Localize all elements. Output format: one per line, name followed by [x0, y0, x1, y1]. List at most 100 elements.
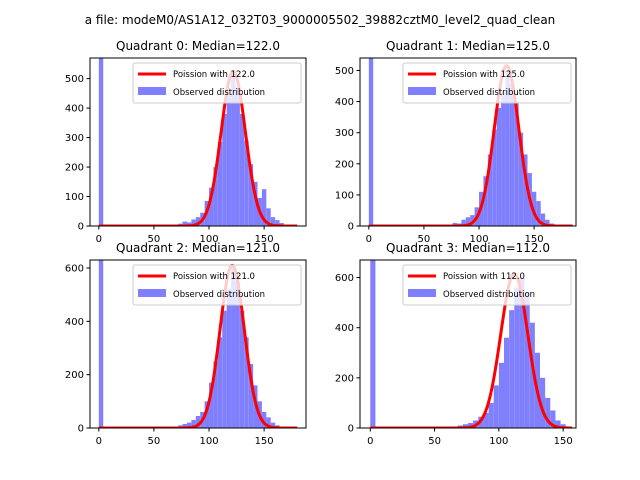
x-tick-label: 150: [525, 234, 544, 245]
histogram-bar: [248, 364, 254, 428]
legend: Poission with 112.0 Observed distribution: [402, 264, 572, 306]
legend-hist-swatch: [408, 87, 436, 95]
histogram-bar: [191, 420, 196, 428]
histogram-bar: [523, 154, 528, 226]
y-tick-label: 400: [335, 97, 354, 108]
histogram-bar: [493, 385, 499, 428]
histogram-bar: [555, 420, 561, 428]
histogram-bar: [195, 217, 201, 226]
histogram-bar: [545, 397, 551, 428]
histogram-bar: [231, 268, 236, 428]
x-tick-label: 150: [554, 436, 573, 447]
legend-hist-label: Observed distribution: [173, 290, 265, 300]
quadrant-3-chart: 0 50 100 150 0 200 400 600 Quadrant 3: Median=11…: [335, 241, 577, 447]
histogram-bar: [545, 219, 550, 226]
legend-line-label: Poission with 125.0: [443, 70, 525, 80]
x-tick-label: 100: [199, 436, 218, 447]
legend-hist-swatch: [138, 289, 166, 297]
x-tick-label: 50: [148, 436, 161, 447]
histogram-bar: [217, 337, 223, 428]
histogram-bar: [239, 114, 245, 226]
histogram-bar: [504, 337, 510, 428]
y-tick-label: 200: [65, 163, 84, 174]
axes-frame: [89, 259, 307, 429]
y-tick-label: 0: [78, 424, 84, 435]
histogram-bar: [98, 260, 104, 428]
quadrant-0-chart: 0 50 100 150 0 100 200 300 400 500 Quadrant 0: Med…: [65, 39, 307, 245]
y-tick-label: 200: [65, 370, 84, 381]
histogram-bar: [244, 337, 249, 428]
histogram-bar: [501, 92, 506, 226]
histogram-bar: [370, 260, 376, 428]
histogram-bar: [239, 310, 245, 428]
histogram-bar: [509, 82, 515, 226]
histogram-bar: [270, 217, 276, 226]
figure-title: a file: modeM0/AS1A12_032T03_9000005502_…: [85, 13, 556, 27]
quadrant-title: Quadrant 3: Median=112.0: [386, 241, 550, 255]
legend-hist-label: Observed distribution: [443, 88, 535, 98]
histogram-bar: [213, 361, 218, 428]
poisson-fit-line: [367, 64, 574, 226]
histogram-bar: [261, 189, 267, 226]
poisson-fit-line: [97, 69, 299, 226]
histogram-bar: [248, 164, 254, 226]
histogram-bar: [550, 410, 556, 428]
y-tick-label: 200: [335, 159, 354, 170]
x-tick-label: 100: [199, 234, 218, 245]
x-tick-label: 50: [428, 436, 441, 447]
histogram-bar: [186, 222, 192, 226]
axes-frame: [89, 57, 307, 227]
histogram-bar: [231, 69, 236, 226]
y-tick-label: 400: [65, 104, 84, 115]
histogram-bar: [275, 220, 280, 226]
x-tick-label: 150: [255, 234, 274, 245]
y-tick-label: 600: [335, 273, 354, 284]
legend-hist-label: Observed distribution: [173, 88, 265, 98]
histogram-bar: [509, 310, 515, 428]
histogram-bar: [204, 401, 210, 428]
y-tick-label: 600: [65, 264, 84, 275]
x-tick-label: 50: [418, 234, 431, 245]
y-tick-label: 500: [335, 66, 354, 77]
x-tick-label: 100: [489, 436, 508, 447]
histogram-bar: [244, 140, 249, 226]
histogram-bar: [452, 222, 457, 226]
histogram-bar: [524, 292, 530, 428]
histogram-bar: [217, 142, 223, 226]
histogram-bar: [235, 87, 240, 226]
histogram-bar: [514, 287, 520, 428]
y-tick-label: 100: [335, 190, 354, 201]
histogram-bars: [98, 260, 284, 428]
quadrant-title: Quadrant 2: Median=121.0: [116, 241, 280, 255]
histogram-bar: [483, 412, 489, 428]
histogram-bar: [191, 219, 196, 226]
x-tick-label: 100: [469, 234, 488, 245]
legend-hist-swatch: [408, 289, 436, 297]
legend: Poission with 125.0 Observed distribution: [402, 62, 572, 104]
histogram-bar: [226, 93, 232, 226]
y-tick-label: 0: [348, 424, 354, 435]
y-tick-label: 0: [348, 222, 354, 233]
histogram-bar: [496, 107, 502, 226]
histogram-bar: [235, 281, 240, 428]
y-tick-label: 400: [335, 323, 354, 334]
legend: Poission with 122.0 Observed distribution: [132, 62, 302, 104]
histogram-bar: [488, 402, 494, 428]
quadrant-title: Quadrant 0: Median=122.0: [116, 39, 280, 53]
legend-hist-label: Observed distribution: [443, 290, 535, 300]
histogram-bar: [195, 416, 201, 428]
histogram-bar: [529, 322, 535, 428]
histogram-bar: [505, 70, 510, 226]
histogram-bar: [209, 187, 214, 226]
histogram-bar: [461, 219, 466, 226]
x-tick-label: 0: [367, 436, 373, 447]
histogram-bar: [209, 382, 214, 428]
histogram-bar: [498, 362, 504, 428]
x-tick-label: 150: [255, 436, 274, 447]
histogram-bar: [536, 201, 541, 226]
histogram-bar: [270, 422, 276, 428]
histogram-bar: [540, 213, 546, 226]
x-tick-label: 50: [148, 234, 161, 245]
